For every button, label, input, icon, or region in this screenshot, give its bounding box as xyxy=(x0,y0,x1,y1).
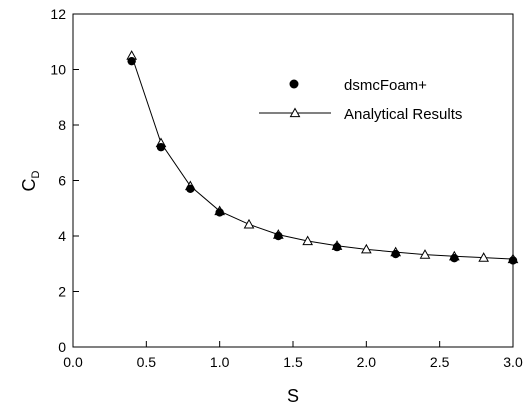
y-tick-label: 4 xyxy=(58,228,66,244)
dsmcfoam-point xyxy=(508,256,518,265)
dsmcfoam-point xyxy=(156,143,166,152)
legend-label-analytical: Analytical Results xyxy=(344,106,462,123)
legend-marker-analytical xyxy=(289,107,301,118)
dsmcfoam-point xyxy=(215,208,224,217)
legend-label-dsmcfoam: dsmcFoam+ xyxy=(344,77,427,94)
dsmcfoam-point xyxy=(450,254,459,263)
x-tick-label: 1.0 xyxy=(210,354,230,370)
dsmcfoam-point xyxy=(332,242,342,252)
legend-marker-dsmcfoam xyxy=(289,79,299,89)
dsmcfoam-point xyxy=(186,184,195,194)
y-tick-label: 2 xyxy=(58,284,66,300)
x-tick-label: 1.5 xyxy=(283,354,303,370)
x-axis-title: S xyxy=(287,386,299,406)
x-tick-label: 0.0 xyxy=(63,354,83,370)
y-tick-label: 0 xyxy=(58,339,66,355)
dsmcfoam-point xyxy=(127,56,136,66)
y-tick-label: 6 xyxy=(58,173,66,189)
legend: dsmcFoam+ Analytical Results xyxy=(259,77,462,123)
analytical-results-point xyxy=(302,235,314,246)
y-tick-label: 8 xyxy=(58,117,66,133)
x-tick-label: 2.5 xyxy=(430,354,450,370)
dsmcfoam-point xyxy=(391,249,400,259)
analytical-results-point xyxy=(360,243,372,254)
plot-frame xyxy=(72,13,514,348)
x-tick-label: 3.0 xyxy=(503,354,523,370)
y-axis-title: CD xyxy=(19,170,42,191)
y-tick-label: 12 xyxy=(50,6,66,22)
analytical-results-point xyxy=(478,252,490,262)
x-tick-label: 2.0 xyxy=(357,354,377,370)
analytical-results-point xyxy=(419,249,431,259)
analytical-results-line xyxy=(131,55,514,260)
analytical-results-point xyxy=(243,218,255,229)
x-tick-label: 0.5 xyxy=(137,354,157,370)
y-tick-label: 10 xyxy=(50,62,66,78)
dsmcfoam-point xyxy=(274,231,283,241)
